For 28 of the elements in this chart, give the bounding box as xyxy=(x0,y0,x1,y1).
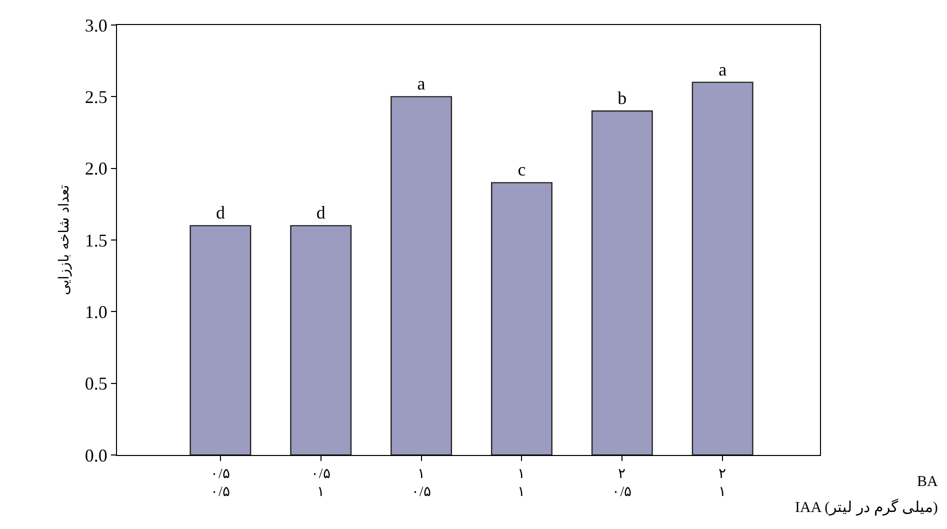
bar xyxy=(190,225,252,455)
y-tick-label: 3.0 xyxy=(84,15,108,36)
data-label: a xyxy=(718,59,727,80)
y-tick-label: 1.5 xyxy=(84,230,108,250)
bar xyxy=(692,82,754,455)
y-tick-label: 0.0 xyxy=(84,445,108,466)
bar xyxy=(290,225,352,455)
y-tick-label: 2.0 xyxy=(84,158,108,179)
bar xyxy=(491,182,552,455)
y-tick-label: 2.5 xyxy=(84,86,108,107)
x-tick-label: ۰/۵ ۰/۵ xyxy=(210,466,230,500)
text: BA xyxy=(917,474,938,490)
data-label: a xyxy=(417,74,426,94)
x-tick-label: ۱ ۰/۵ xyxy=(411,466,432,500)
x-tick-label: ۰/۵ ۱ xyxy=(310,466,331,500)
data-label: d xyxy=(316,202,326,223)
x-tick-label: ۱ ۱ xyxy=(518,466,526,500)
x-tick-label: ۲ ۱ xyxy=(718,466,727,500)
data-label: b xyxy=(618,88,627,108)
data-label: d xyxy=(216,202,225,223)
data-label: c xyxy=(518,160,526,180)
x-tick-label: ۲ ۰/۵ xyxy=(612,466,632,500)
bar xyxy=(591,110,653,455)
bar xyxy=(390,96,452,455)
y-axis-title: تعداد شاخه باززایی xyxy=(56,184,72,296)
y-tick-label: 0.5 xyxy=(84,374,108,394)
y-tick-label: 1.0 xyxy=(84,302,108,322)
text: IAA (میلی گرم در لیتر) xyxy=(795,498,938,516)
